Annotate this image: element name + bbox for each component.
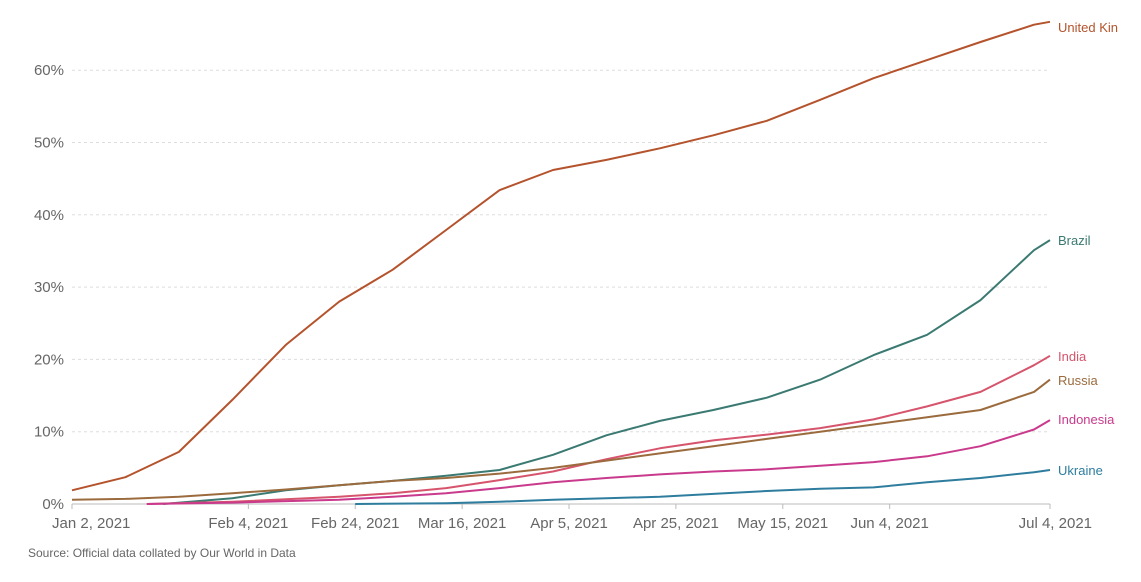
- x-tick-label: Jul 4, 2021: [1019, 515, 1092, 532]
- series-line-ukraine: [355, 469, 1051, 505]
- series-line-brazil: [162, 239, 1051, 505]
- y-tick-label: 10%: [34, 424, 64, 441]
- series-label: India: [1058, 349, 1087, 364]
- x-tick-label: Jan 2, 2021: [52, 515, 130, 532]
- x-tick-label: Jun 4, 2021: [850, 515, 928, 532]
- series-label: Ukraine: [1058, 463, 1103, 478]
- series-label: Brazil: [1058, 233, 1091, 248]
- y-tick-label: 40%: [34, 207, 64, 224]
- series-label: Indonesia: [1058, 412, 1115, 427]
- y-tick-label: 60%: [34, 62, 64, 79]
- series-line-indonesia: [146, 419, 1051, 505]
- y-tick-label: 0%: [42, 496, 64, 513]
- series-label: Russia: [1058, 373, 1099, 388]
- x-tick-label: Apr 25, 2021: [633, 515, 719, 532]
- y-tick-label: 20%: [34, 351, 64, 368]
- series-line-russia: [71, 378, 1051, 501]
- x-tick-label: Feb 4, 2021: [208, 515, 288, 532]
- series-line-india: [146, 354, 1051, 505]
- series-label: United Kin: [1058, 20, 1118, 35]
- x-tick-label: Apr 5, 2021: [530, 515, 608, 532]
- source-note: Source: Official data collated by Our Wo…: [28, 546, 296, 560]
- series-line-united-kin: [71, 20, 1051, 492]
- y-tick-label: 50%: [34, 135, 64, 152]
- x-tick-label: May 15, 2021: [737, 515, 828, 532]
- x-tick-label: Feb 24, 2021: [311, 515, 399, 532]
- x-tick-label: Mar 16, 2021: [418, 515, 506, 532]
- y-tick-label: 30%: [34, 279, 64, 296]
